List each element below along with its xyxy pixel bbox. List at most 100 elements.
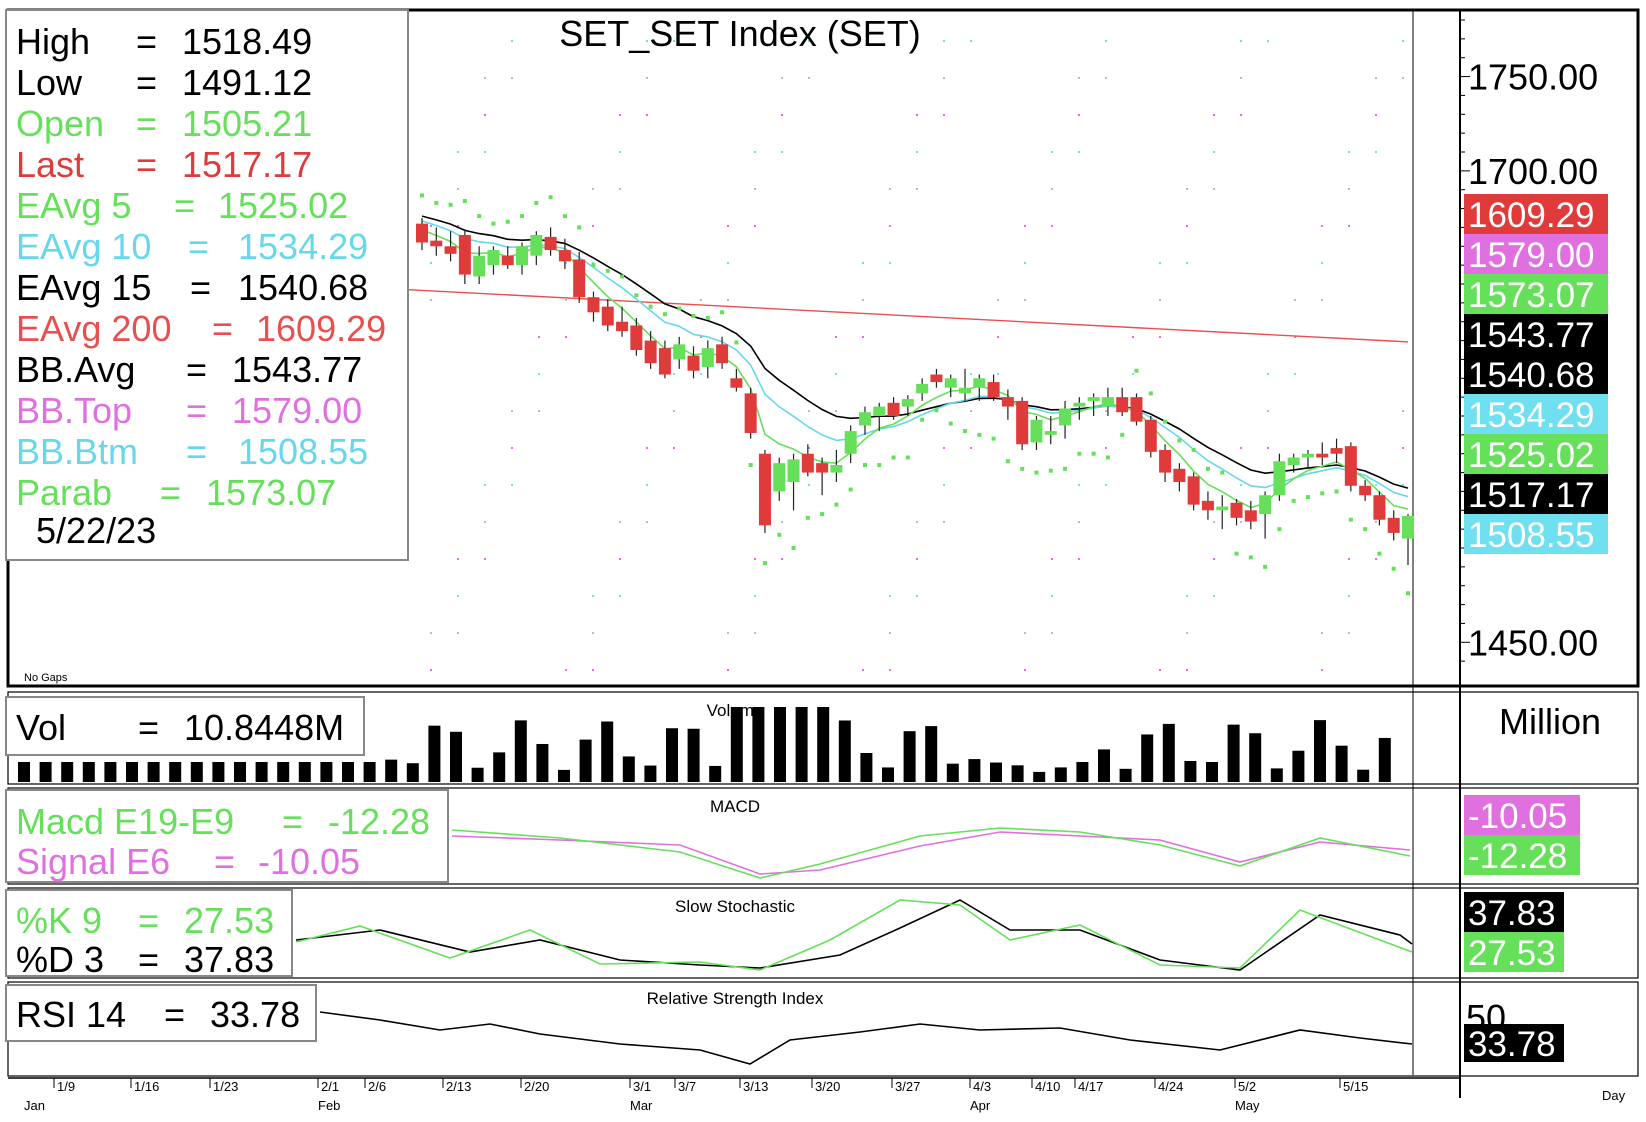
grid-dot xyxy=(619,521,621,523)
grid-dot xyxy=(1294,299,1296,301)
x-tick-label: 4/10 xyxy=(1035,1079,1060,1094)
candle-body xyxy=(1259,495,1272,515)
parab-dot xyxy=(877,463,882,468)
legend-value: 1609.29 xyxy=(256,308,386,349)
volume-bar xyxy=(666,728,678,782)
grid-dot xyxy=(808,410,810,412)
candle-body xyxy=(830,465,843,473)
parab-dot xyxy=(662,312,667,317)
macd-value: -12.28 xyxy=(328,801,430,842)
parab-dot xyxy=(805,515,810,520)
candle-body xyxy=(716,344,729,364)
parab-dot xyxy=(677,306,682,311)
stoch-k-eq: = xyxy=(138,900,159,941)
grid-dot xyxy=(1240,521,1242,523)
volume-bar xyxy=(1249,733,1262,782)
candle-body xyxy=(1073,402,1086,407)
parab-dot xyxy=(991,436,996,441)
grid-dot xyxy=(1105,77,1107,79)
grid-dot xyxy=(1267,447,1269,449)
candle-body xyxy=(558,250,571,262)
grid-dot xyxy=(1375,558,1377,560)
grid-dot xyxy=(970,40,972,42)
volume-bar xyxy=(82,762,95,782)
volume-bar xyxy=(1184,760,1197,782)
candlesticks xyxy=(416,218,1414,565)
price-tag-label: 1525.02 xyxy=(1468,436,1595,475)
grid-dot xyxy=(1024,299,1026,301)
grid-dot xyxy=(1348,632,1350,634)
legend-value: 1525.02 xyxy=(218,185,348,226)
grid-dot xyxy=(1375,77,1377,79)
candle-body xyxy=(458,234,471,275)
volume-bar xyxy=(1033,771,1046,782)
grid-dot xyxy=(781,521,783,523)
candle-body xyxy=(1044,431,1057,435)
candle-body xyxy=(973,378,986,388)
grid-dot xyxy=(484,77,486,79)
grid-dot xyxy=(1213,595,1215,597)
grid-dot xyxy=(457,188,459,190)
volume-bar xyxy=(601,721,614,782)
legend-label: EAvg 15 xyxy=(16,267,151,308)
parab-dot xyxy=(905,455,910,460)
grid-dot xyxy=(997,336,999,338)
volume-bar xyxy=(817,707,830,782)
grid-dot xyxy=(592,262,594,264)
grid-dot xyxy=(538,410,540,412)
candle-body xyxy=(544,236,557,251)
parab-dot xyxy=(1077,451,1082,456)
x-tick-label: 4/24 xyxy=(1158,1079,1183,1094)
volume-bar xyxy=(795,707,808,782)
grid-dot xyxy=(970,447,972,449)
volume-bar xyxy=(1378,737,1391,782)
candle-body xyxy=(487,250,500,266)
price-tag-label: 1543.77 xyxy=(1468,316,1595,355)
candle-body xyxy=(1187,476,1200,505)
parab-dot xyxy=(491,221,496,226)
parab-dot xyxy=(534,200,539,205)
legend-label: High xyxy=(16,21,90,62)
ema5-line xyxy=(421,229,1409,510)
candle-body xyxy=(1373,495,1386,520)
grid-dot xyxy=(943,77,945,79)
candle-body xyxy=(1230,502,1243,518)
candle-body xyxy=(1173,468,1186,482)
parab-dot xyxy=(1177,438,1182,443)
candle-body xyxy=(1101,397,1114,407)
candle-body xyxy=(1216,506,1229,511)
grid-dot xyxy=(1402,410,1404,412)
parab-dot xyxy=(862,463,867,468)
volume-bar xyxy=(406,763,419,782)
grid-dot xyxy=(457,225,459,227)
grid-dot xyxy=(646,77,648,79)
grid-dot xyxy=(646,40,648,42)
candle-body xyxy=(1244,510,1257,522)
candle-body xyxy=(616,321,629,332)
grid-dot xyxy=(1051,558,1053,560)
grid-dot xyxy=(1051,595,1053,597)
grid-dot xyxy=(565,262,567,264)
candle-body xyxy=(1159,449,1172,473)
candle-body xyxy=(573,259,586,298)
parab-dot xyxy=(477,214,482,219)
candle-body xyxy=(844,431,857,454)
grid-dot xyxy=(1024,669,1026,671)
legend-eq: = xyxy=(174,185,195,226)
rsi-legend-box xyxy=(5,984,317,1042)
parab-dot xyxy=(634,293,639,298)
volume-bar xyxy=(968,759,981,782)
price-tag-label: 1579.00 xyxy=(1468,236,1595,275)
volume-bar xyxy=(622,756,635,782)
volume-bar xyxy=(255,762,268,782)
grid-dot xyxy=(1348,225,1350,227)
stoch-d-eq: = xyxy=(138,939,159,980)
grid-dot xyxy=(862,669,864,671)
grid-dot xyxy=(1375,151,1377,153)
x-tick-label: 5/15 xyxy=(1343,1079,1368,1094)
grid-dot xyxy=(538,336,540,338)
candle-body xyxy=(473,255,486,277)
volume-bar xyxy=(1270,768,1283,782)
x-month-label: Mar xyxy=(630,1098,653,1113)
grid-dot xyxy=(1213,151,1215,153)
